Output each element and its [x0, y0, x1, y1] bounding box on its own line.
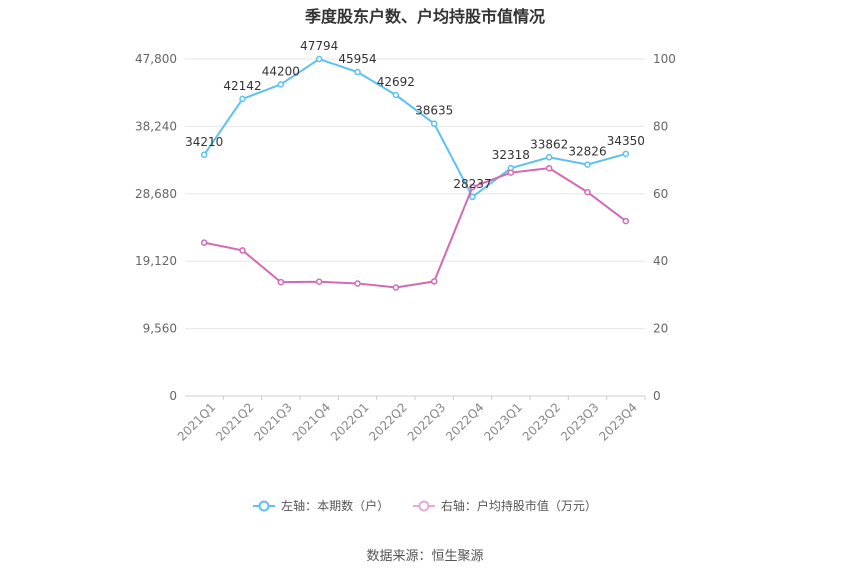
- x-tick-label: 2023Q4: [596, 400, 640, 444]
- point-avg-value: [354, 280, 361, 287]
- legend-marker-households: [253, 500, 276, 511]
- x-tick-label: 2022Q2: [366, 400, 410, 444]
- data-label-households: 45954: [338, 52, 376, 66]
- legend-label-avg-value: 右轴：户均持股市值（万元）: [440, 499, 597, 513]
- axes: 0 0 9,560 20 19,120 40 28,680 60 38,240 80 47,800 1…: [135, 52, 676, 444]
- y-right-tick-label: 40: [653, 254, 668, 268]
- point-households: [430, 120, 438, 127]
- series-lines: [200, 55, 630, 291]
- point-avg-value: [469, 183, 476, 191]
- y-left-tick-label: 19,120: [135, 254, 177, 268]
- x-tick-label: 2021Q1: [175, 400, 219, 444]
- data-label-households: 42692: [377, 75, 415, 89]
- series-line-households: [203, 57, 627, 199]
- point-households: [622, 150, 630, 158]
- y-right-tick-label: 80: [653, 119, 668, 133]
- data-label-households: 34210: [185, 135, 223, 149]
- y-left-tick-label: 47,800: [135, 52, 177, 66]
- x-tick-label: 2023Q1: [481, 400, 525, 444]
- y-right-tick-label: 20: [653, 322, 668, 336]
- legend-marker-avg-value: [412, 500, 435, 511]
- point-avg-value: [622, 217, 630, 225]
- point-households: [239, 95, 246, 103]
- x-tick-label: 2023Q3: [558, 400, 602, 444]
- y-left-tick-label: 38,240: [135, 119, 177, 133]
- x-tick-label: 2021Q3: [251, 400, 295, 444]
- point-avg-value: [430, 278, 438, 285]
- y-left-tick-label: 0: [169, 389, 177, 403]
- point-avg-value: [584, 188, 591, 196]
- data-source: 数据来源：恒生聚源: [366, 549, 484, 564]
- legend-item-avg-value[interactable]: 右轴：户均持股市值（万元）: [412, 497, 597, 514]
- data-label-households: 42142: [223, 79, 261, 93]
- y-right-tick-label: 60: [653, 187, 668, 201]
- point-households: [392, 91, 400, 99]
- point-households: [584, 161, 591, 168]
- point-avg-value: [545, 164, 553, 172]
- legend-label-households: 左轴：本期数（户）: [281, 499, 390, 513]
- point-avg-value: [239, 247, 246, 254]
- point-avg-value: [277, 278, 285, 286]
- x-tick-label: 2022Q3: [405, 400, 449, 444]
- point-households: [200, 151, 208, 159]
- chart-title: 季度股东户数、户均持股市值情况: [304, 7, 545, 26]
- y-right-tick-label: 0: [653, 389, 661, 403]
- point-households: [354, 68, 361, 76]
- data-label-households: 33862: [530, 137, 568, 151]
- data-label-households: 38635: [415, 104, 453, 118]
- x-tick-label: 2023Q2: [520, 400, 564, 444]
- data-label-households: 32826: [568, 145, 606, 159]
- series-line-avg-value: [203, 167, 627, 289]
- legend-item-households[interactable]: 左轴：本期数（户）: [253, 497, 389, 514]
- chart-legend: 左轴：本期数（户） 右轴：户均持股市值（万元）: [0, 497, 850, 515]
- point-avg-value: [200, 239, 208, 246]
- point-households: [469, 193, 476, 201]
- x-tick-label: 2021Q4: [290, 400, 334, 444]
- data-label-households: 28237: [453, 177, 491, 191]
- point-households: [315, 55, 323, 63]
- x-tick-label: 2021Q2: [213, 400, 257, 444]
- data-label-households: 32318: [492, 148, 530, 162]
- y-right-tick-label: 100: [653, 52, 676, 66]
- data-label-households: 34350: [607, 134, 645, 148]
- x-tick-label: 2022Q4: [443, 400, 487, 444]
- point-households: [545, 154, 553, 161]
- point-avg-value: [315, 278, 323, 286]
- point-avg-value: [392, 284, 400, 291]
- y-left-tick-label: 28,680: [135, 187, 177, 201]
- y-left-tick-label: 9,560: [143, 322, 177, 336]
- data-label-households: 47794: [300, 39, 338, 53]
- data-label-households: 44200: [262, 64, 300, 78]
- x-tick-label: 2022Q1: [328, 400, 372, 444]
- point-households: [277, 81, 285, 88]
- point-avg-value: [507, 169, 515, 176]
